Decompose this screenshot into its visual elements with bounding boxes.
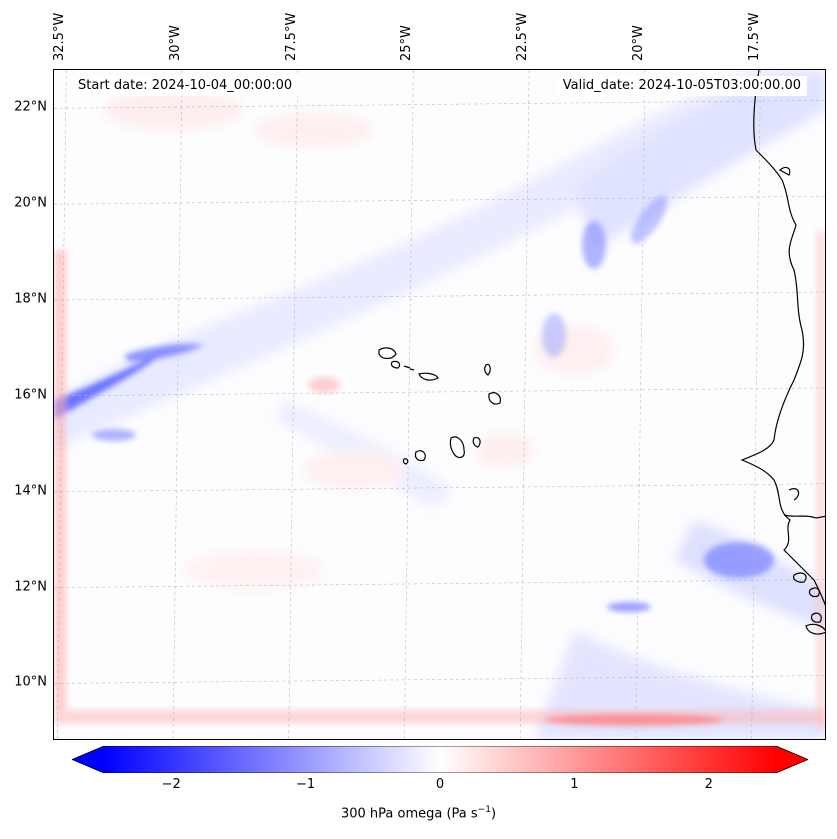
colorbar	[70, 745, 810, 774]
colorbar-tick-label: −2	[161, 777, 181, 792]
parallel-line	[54, 579, 825, 588]
latitude-tick-label: 14°N	[14, 483, 47, 499]
boa-vista-island	[488, 392, 501, 405]
latitude-tick-label: 18°N	[14, 291, 47, 307]
colorbar-svg	[70, 745, 810, 774]
map-panel	[53, 69, 826, 740]
meridian-line	[172, 70, 183, 739]
longitude-tick-label: 20°W	[630, 25, 646, 61]
africa-coastline	[740, 70, 825, 606]
meridian-line	[751, 70, 761, 739]
colorbar-tick-label: 2	[704, 777, 713, 792]
longitude-tick-label: 22.5°W	[515, 12, 531, 61]
longitude-tick-label: 25°W	[399, 25, 415, 61]
valid-date-label: Valid_date: 2024-10-05T03:00:00.00	[556, 76, 807, 96]
parallel-line	[54, 195, 825, 205]
longitude-tick-label: 30°W	[167, 25, 183, 61]
sao-vicente-island	[390, 360, 401, 369]
meridian-line	[288, 70, 298, 739]
santiago-island	[449, 436, 465, 459]
longitude-tick-label: 32.5°W	[52, 12, 68, 61]
meridian-line	[404, 70, 414, 739]
santo-antao-island	[378, 347, 397, 360]
longitude-tick-label: 17.5°W	[746, 12, 762, 61]
longitude-tick-label: 27.5°W	[283, 12, 299, 61]
sao-nicolau-island	[418, 372, 439, 381]
maio-island	[472, 437, 481, 448]
parallel-line	[54, 483, 825, 493]
colorbar-gradient	[104, 746, 776, 773]
parallel-line	[54, 100, 825, 109]
meridian-line	[519, 70, 530, 739]
latitude-tick-label: 10°N	[14, 674, 47, 690]
brava-island	[402, 458, 409, 465]
colorbar-ticks: −2 −1 0 1 2	[0, 777, 837, 795]
fogo-island	[414, 450, 426, 462]
colorbar-tick-label: 1	[570, 777, 579, 792]
map-gridlines	[54, 70, 825, 739]
coastlines	[378, 70, 825, 635]
parallel-line	[54, 387, 825, 397]
latitude-tick-label: 22°N	[14, 99, 47, 115]
latitude-tick-label: 20°N	[14, 195, 47, 211]
parallel-line	[54, 291, 825, 301]
meridian-line	[635, 70, 646, 739]
parallel-line	[54, 675, 825, 684]
start-date-label: Start date: 2024-10-04_00:00:00	[72, 76, 299, 96]
colorbar-tick-label: −1	[296, 777, 316, 792]
latitude-tick-label: 12°N	[14, 579, 47, 595]
colorbar-tick-label: 0	[435, 777, 445, 792]
omega-field	[54, 70, 825, 739]
omega-field-map	[54, 70, 825, 739]
colorbar-extend-max	[776, 746, 808, 773]
colorbar-title: 300 hPa omega (Pa s−1)	[340, 805, 497, 822]
latitude-tick-label: 16°N	[14, 387, 47, 403]
sal-island	[484, 363, 491, 376]
meridian-line	[56, 70, 67, 739]
colorbar-extend-min	[72, 746, 104, 773]
